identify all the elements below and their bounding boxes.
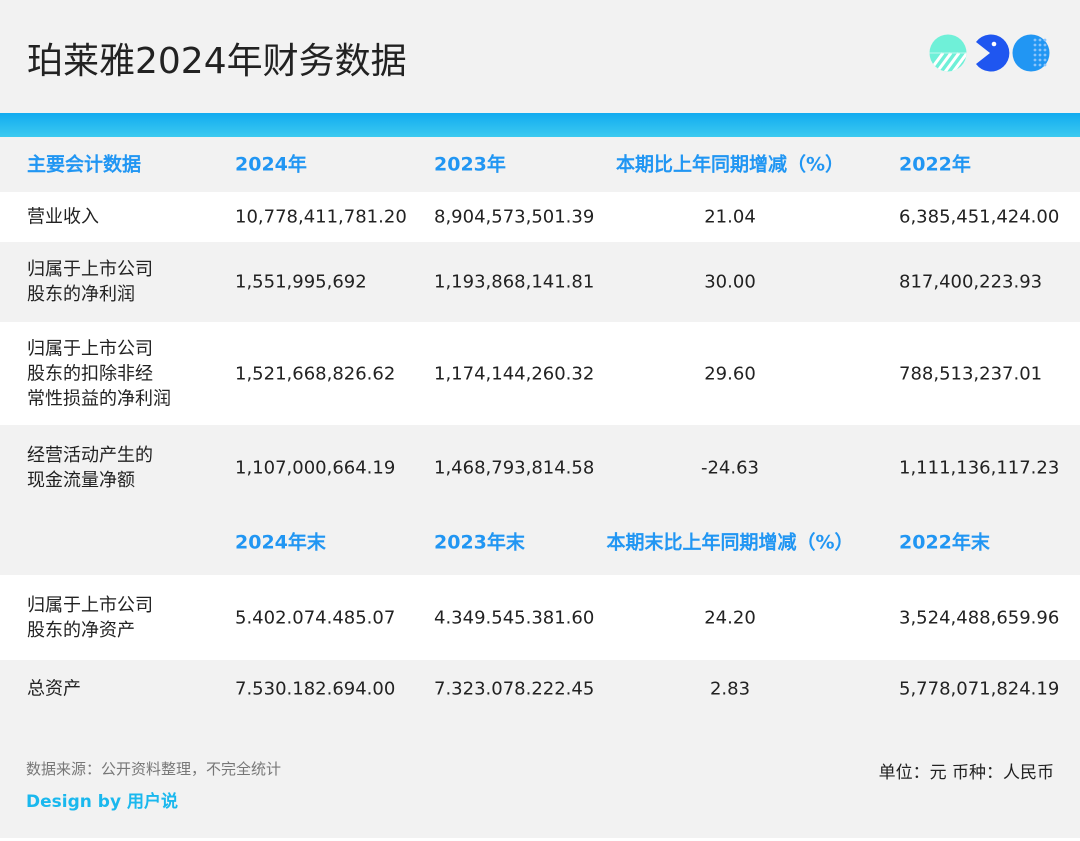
value-cell: 1,107,000,664.19: [235, 457, 396, 478]
hatched-circle-icon: [929, 34, 967, 72]
header-cell: 主要会计数据: [27, 153, 142, 175]
table-header: 主要会计数据 2024年 2023年 本期比上年同期增减（%） 2022年: [0, 137, 1080, 192]
value-cell: 1,111,136,117.23: [899, 457, 1060, 478]
table-row: 归属于上市公司 股东的净资产 5.402.074.485.07 4.349.545.…: [0, 575, 1080, 660]
header-cell: 本期末比上年同期增减（%）: [606, 531, 854, 553]
header-cell: 2022年: [899, 153, 971, 175]
row-label: 营业收入: [27, 206, 99, 228]
value-cell: 817,400,223.93: [899, 271, 1043, 293]
header-cell: 2024年末: [235, 531, 326, 553]
title-area: [0, 0, 1080, 113]
unit-note: 单位：元 币种：人民币: [878, 763, 1054, 783]
value-cell: 1,551,995,692: [235, 271, 367, 293]
value-cell: 1,174,144,260.32: [434, 363, 595, 384]
value-cell: 29.60: [704, 363, 756, 384]
brand-logo: [929, 34, 1050, 72]
header-cell: 2023年: [434, 153, 506, 175]
value-cell: 5.402.074.485.07: [235, 607, 396, 628]
page-title: 珀莱雅2024年财务数据: [27, 41, 407, 82]
value-cell: 6,385,451,424.00: [899, 206, 1060, 228]
value-cell: 2.83: [709, 678, 751, 700]
accent-bar: [0, 113, 1080, 137]
table-row: 营业收入 10,778,411,781.20 8,904,573,501.39 21.…: [0, 192, 1080, 242]
header-cell: 2022年末: [899, 531, 990, 553]
design-credit: Design by 用户说: [26, 792, 178, 812]
row-label: 经营活动产生的 现金流量净额: [27, 444, 153, 491]
table-row: 经营活动产生的 现金流量净额 1,107,000,664.19 1,468,793,…: [0, 425, 1080, 510]
row-label: 归属于上市公司 股东的净利润: [27, 259, 153, 305]
value-cell: 7.323.078.222.45: [434, 678, 595, 700]
value-cell: 1,521,668,826.62: [235, 363, 396, 384]
value-cell: 30.00: [704, 271, 756, 293]
value-cell: -24.63: [700, 457, 760, 478]
table-header-2: 2024年末 2023年末 本期末比上年同期增减（%） 2022年末: [0, 510, 1080, 575]
value-cell: 5,778,071,824.19: [899, 678, 1060, 700]
value-cell: 788,513,237.01: [899, 363, 1043, 384]
value-cell: 7.530.182.694.00: [235, 678, 396, 700]
row-label: 归属于上市公司 股东的扣除非经 常性损益的净利润: [27, 338, 171, 409]
value-cell: 1,193,868,141.81: [434, 271, 595, 293]
row-label: 归属于上市公司 股东的净资产: [27, 594, 153, 641]
dotted-circle-icon: [1012, 34, 1050, 72]
value-cell: 3,524,488,659.96: [899, 607, 1060, 628]
table-row: 总资产 7.530.182.694.00 7.323.078.222.45 2.83 5…: [0, 660, 1080, 718]
pacman-icon: [976, 34, 1010, 72]
value-cell: 8,904,573,501.39: [434, 206, 595, 228]
value-cell: 1,468,793,814.58: [434, 457, 595, 478]
data-source: 数据来源：公开资料整理，不完全统计: [26, 760, 282, 778]
table-row: 归属于上市公司 股东的扣除非经 常性损益的净利润 1,521,668,826.62…: [0, 322, 1080, 425]
value-cell: 21.04: [704, 206, 756, 228]
value-cell: 4.349.545.381.60: [434, 607, 595, 628]
header-cell: 2023年末: [434, 531, 525, 553]
header-cell: 本期比上年同期增减（%）: [615, 153, 845, 175]
value-cell: 10,778,411,781.20: [235, 206, 407, 228]
table-row: 归属于上市公司 股东的净利润 1,551,995,692 1,193,868,141…: [0, 242, 1080, 322]
row-label: 总资产: [27, 678, 81, 700]
value-cell: 24.20: [704, 607, 756, 628]
header-cell: 2024年: [235, 153, 307, 175]
